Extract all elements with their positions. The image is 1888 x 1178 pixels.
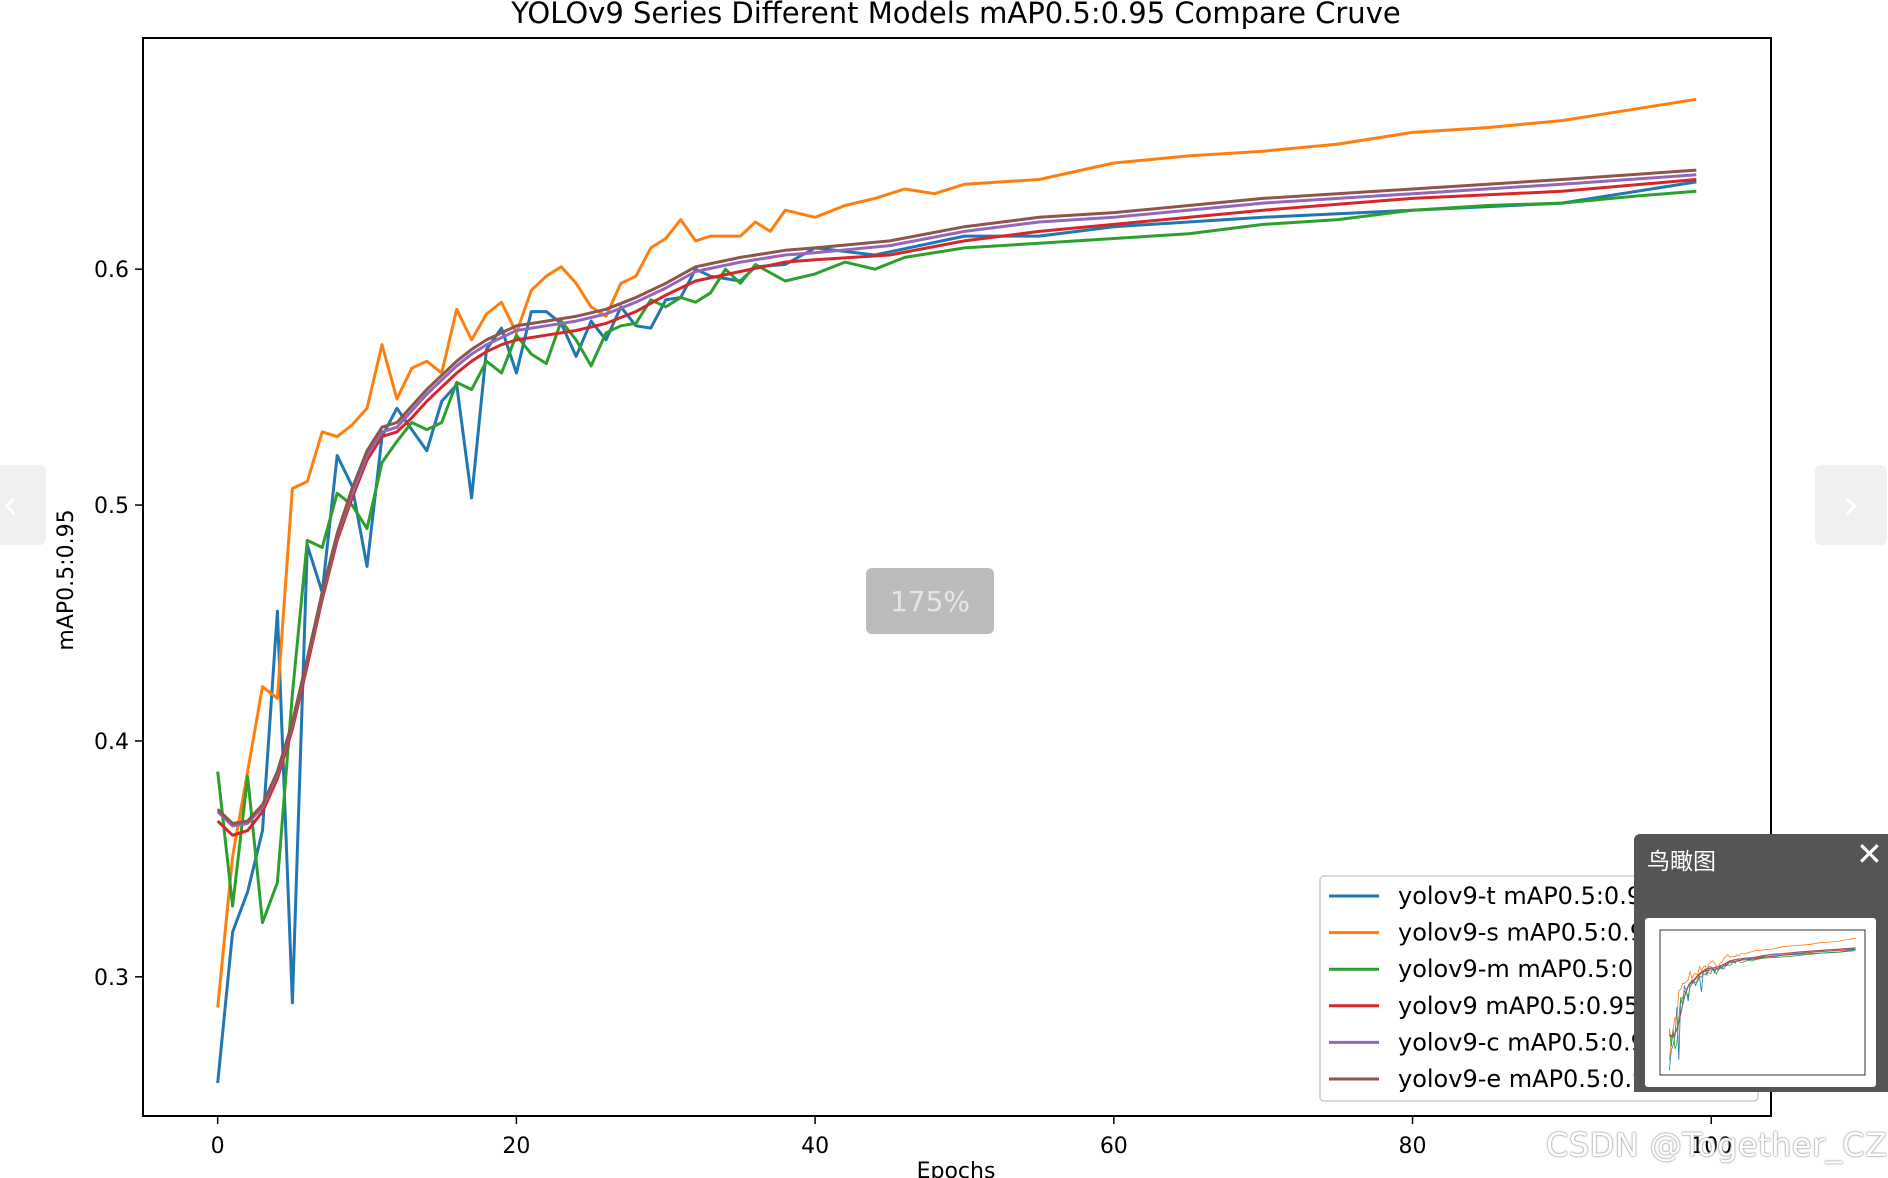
series-line-1 — [216, 97, 1697, 1008]
minimap-series-line — [1669, 950, 1856, 1050]
minimap-series-line — [1669, 948, 1856, 1038]
series-line-4 — [216, 173, 1697, 828]
series-line-5 — [216, 168, 1697, 825]
series-line-2 — [216, 189, 1697, 925]
minimap-thumbnail — [1659, 929, 1866, 1076]
series-lines — [216, 97, 1697, 1084]
next-image-button[interactable]: › — [1815, 465, 1887, 545]
minimap-series-line — [1669, 948, 1856, 1037]
x-tick-label: 0 — [211, 1134, 225, 1159]
y-tick-label: 0.3 — [94, 966, 129, 991]
y-tick-label: 0.5 — [94, 494, 129, 519]
chart-title: YOLOv9 Series Different Models mAP0.5:0.… — [510, 0, 1400, 30]
close-icon[interactable]: ✕ — [1856, 835, 1883, 873]
minimap-viewport[interactable] — [1645, 918, 1876, 1087]
plot-frame — [142, 37, 1772, 1117]
zoom-level-indicator: 175% — [866, 568, 994, 634]
minimap-panel[interactable]: 鸟瞰图 ✕ — [1634, 834, 1888, 1092]
minimap-series-line — [1669, 949, 1856, 1071]
minimap-title: 鸟瞰图 — [1647, 849, 1716, 875]
y-axis-label: mAP0.5:0.95 — [54, 509, 79, 650]
x-axis: 0 20 40 60 80 100 — [211, 1116, 1732, 1159]
y-tick-label: 0.6 — [94, 258, 129, 283]
minimap-series-line — [1669, 937, 1856, 1061]
x-tick-label: 100 — [1690, 1134, 1732, 1159]
x-tick-label: 40 — [801, 1134, 829, 1159]
x-tick-label: 80 — [1399, 1134, 1427, 1159]
x-tick-label: 20 — [502, 1134, 530, 1159]
x-axis-label: Epochs — [917, 1159, 996, 1178]
watermark: CSDN @Together_CZ — [1546, 1126, 1888, 1164]
chevron-left-icon: ‹ — [2, 482, 18, 528]
chevron-right-icon: › — [1843, 482, 1859, 528]
series-line-3 — [216, 178, 1697, 837]
y-tick-label: 0.4 — [94, 730, 129, 755]
x-tick-label: 60 — [1100, 1134, 1128, 1159]
minimap-series-line — [1669, 947, 1856, 1037]
y-axis: 0.3 0.4 0.5 0.6 — [94, 258, 143, 991]
previous-image-button[interactable]: ‹ — [0, 465, 46, 545]
